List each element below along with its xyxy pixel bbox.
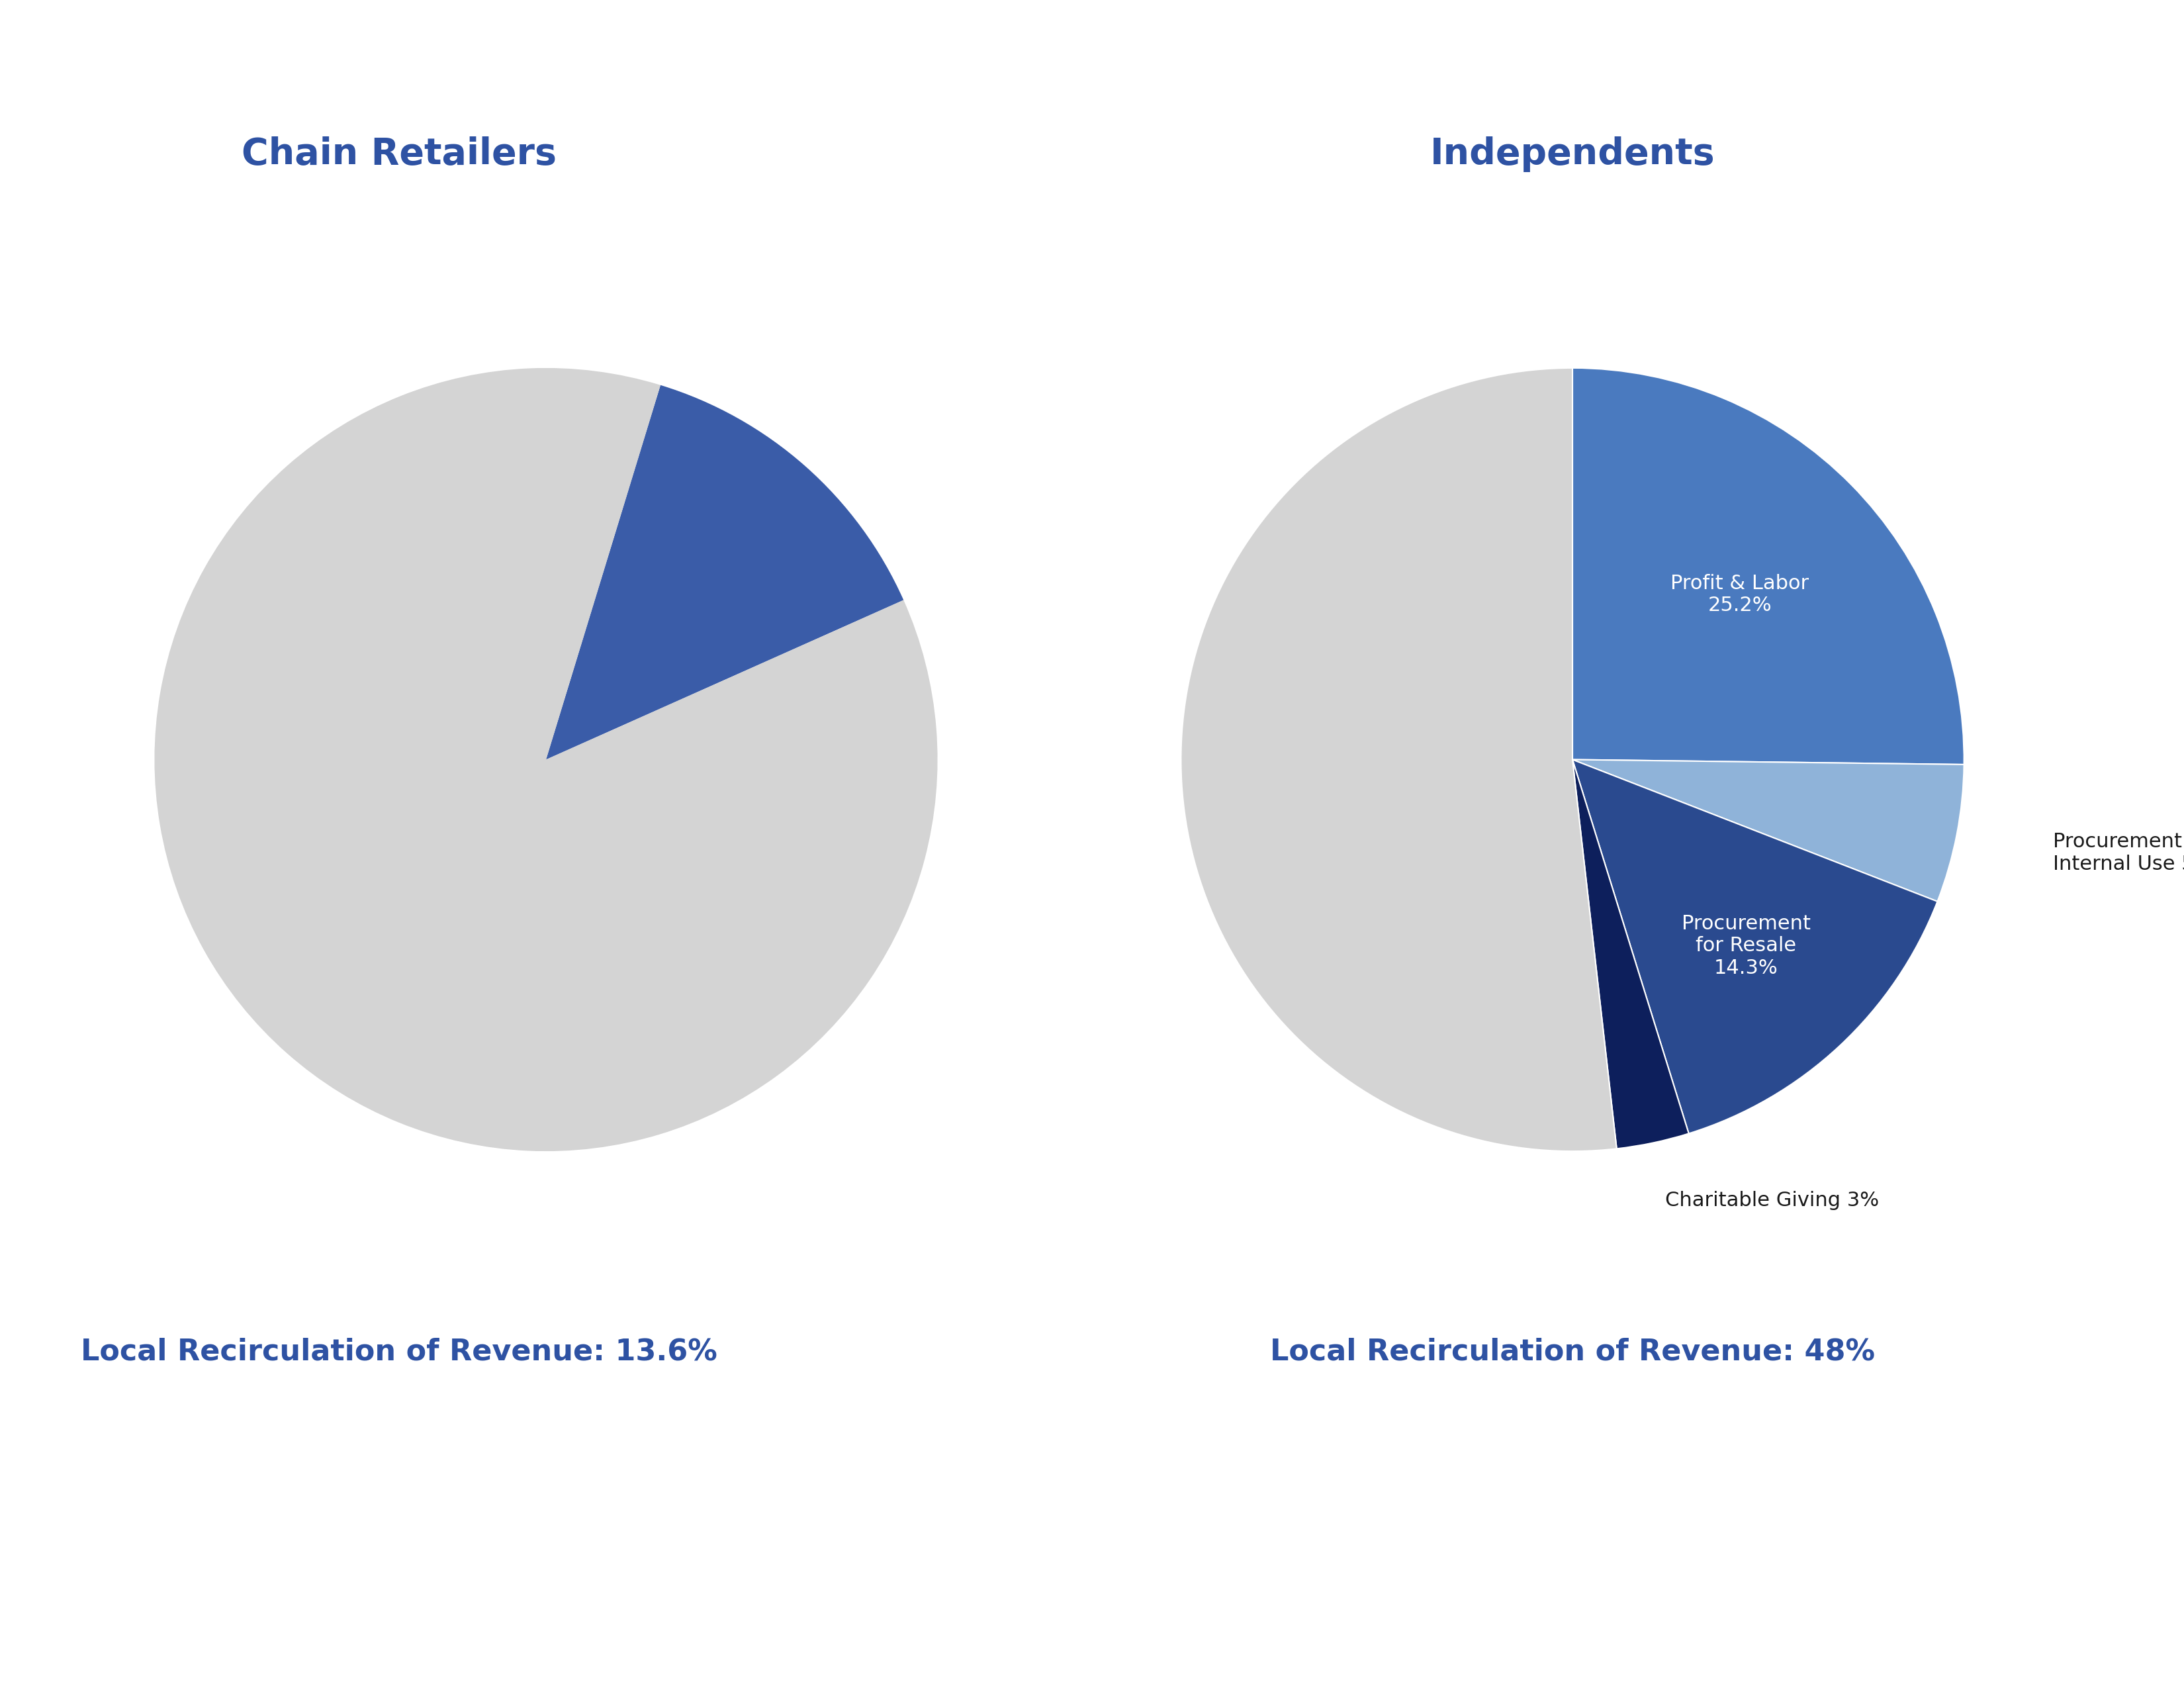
Text: Independents: Independents	[1431, 137, 1714, 172]
Text: Local Recirculation of Revenue: 48%: Local Recirculation of Revenue: 48%	[1271, 1337, 1874, 1366]
Wedge shape	[1572, 368, 1963, 765]
Text: Local Economic Return of Indies v. Chains: Local Economic Return of Indies v. Chain…	[467, 96, 1717, 149]
Wedge shape	[546, 385, 904, 760]
Wedge shape	[1572, 760, 1937, 1134]
Text: Procurement
for Resale
14.3%: Procurement for Resale 14.3%	[1682, 913, 1811, 977]
Wedge shape	[1182, 368, 1616, 1151]
Text: *Compiled results from nine studies by Civic Economics, 2012: www.civiceconomics: *Compiled results from nine studies by C…	[601, 1523, 1583, 1583]
Wedge shape	[1572, 760, 1963, 901]
Text: Profit & Labor
25.2%: Profit & Labor 25.2%	[1671, 574, 1808, 614]
Text: Local Recirculation of Revenue: 13.6%: Local Recirculation of Revenue: 13.6%	[81, 1337, 716, 1366]
Text: Procurement for
Internal Use 5.7%: Procurement for Internal Use 5.7%	[2053, 832, 2184, 874]
Wedge shape	[155, 368, 937, 1151]
Wedge shape	[1572, 760, 1688, 1150]
Text: Chain Retailers: Chain Retailers	[242, 137, 557, 172]
Text: Charitable Giving 3%: Charitable Giving 3%	[1664, 1190, 1878, 1210]
